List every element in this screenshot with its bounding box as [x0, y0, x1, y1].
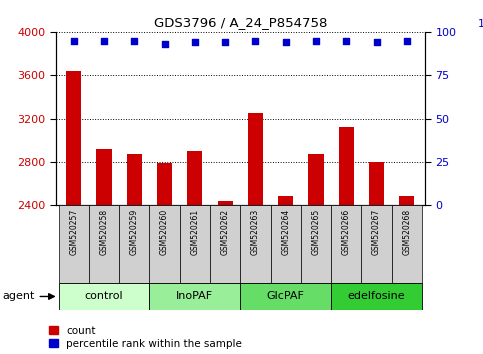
Bar	[399, 195, 414, 205]
Point	[403, 38, 411, 43]
Text: GSM520260: GSM520260	[160, 209, 169, 256]
Point	[191, 39, 199, 45]
Bar	[66, 71, 81, 205]
Text: GSM520265: GSM520265	[312, 209, 321, 256]
Point	[252, 38, 259, 43]
Bar	[97, 149, 112, 205]
Title: GDS3796 / A_24_P854758: GDS3796 / A_24_P854758	[154, 16, 327, 29]
Point	[100, 38, 108, 43]
Text: GSM520261: GSM520261	[190, 209, 199, 255]
Point	[373, 39, 381, 45]
Bar	[270, 205, 301, 283]
Point	[161, 41, 169, 47]
Bar	[58, 283, 149, 310]
Bar	[369, 162, 384, 205]
Legend: count, percentile rank within the sample: count, percentile rank within the sample	[49, 326, 242, 349]
Bar	[339, 127, 354, 205]
Bar	[127, 154, 142, 205]
Text: GlcPAF: GlcPAF	[267, 291, 305, 302]
Text: GSM520257: GSM520257	[69, 209, 78, 256]
Bar	[89, 205, 119, 283]
Bar	[392, 205, 422, 283]
Text: GSM520258: GSM520258	[99, 209, 109, 255]
Text: InoPAF: InoPAF	[176, 291, 213, 302]
Bar	[331, 205, 361, 283]
Text: GSM520268: GSM520268	[402, 209, 412, 255]
Point	[312, 38, 320, 43]
Bar	[278, 195, 293, 205]
Bar	[217, 201, 233, 205]
Text: GSM520267: GSM520267	[372, 209, 381, 256]
Bar	[331, 283, 422, 310]
Point	[221, 39, 229, 45]
Point	[70, 38, 78, 43]
Bar	[241, 205, 270, 283]
Bar	[149, 283, 241, 310]
Text: GSM520259: GSM520259	[130, 209, 139, 256]
Bar	[187, 151, 202, 205]
Bar	[180, 205, 210, 283]
Bar	[119, 205, 149, 283]
Point	[342, 38, 350, 43]
Text: 100%: 100%	[478, 19, 483, 29]
Text: control: control	[85, 291, 123, 302]
Text: GSM520262: GSM520262	[221, 209, 229, 255]
Bar	[301, 205, 331, 283]
Bar	[58, 205, 89, 283]
Text: edelfosine: edelfosine	[348, 291, 405, 302]
Bar	[210, 205, 241, 283]
Point	[282, 39, 290, 45]
Bar	[361, 205, 392, 283]
Bar	[248, 113, 263, 205]
Text: GSM520266: GSM520266	[342, 209, 351, 256]
Text: agent: agent	[2, 291, 35, 302]
Text: GSM520263: GSM520263	[251, 209, 260, 256]
Bar	[309, 154, 324, 205]
Bar	[149, 205, 180, 283]
Point	[130, 38, 138, 43]
Bar	[157, 163, 172, 205]
Bar	[241, 283, 331, 310]
Text: GSM520264: GSM520264	[281, 209, 290, 256]
